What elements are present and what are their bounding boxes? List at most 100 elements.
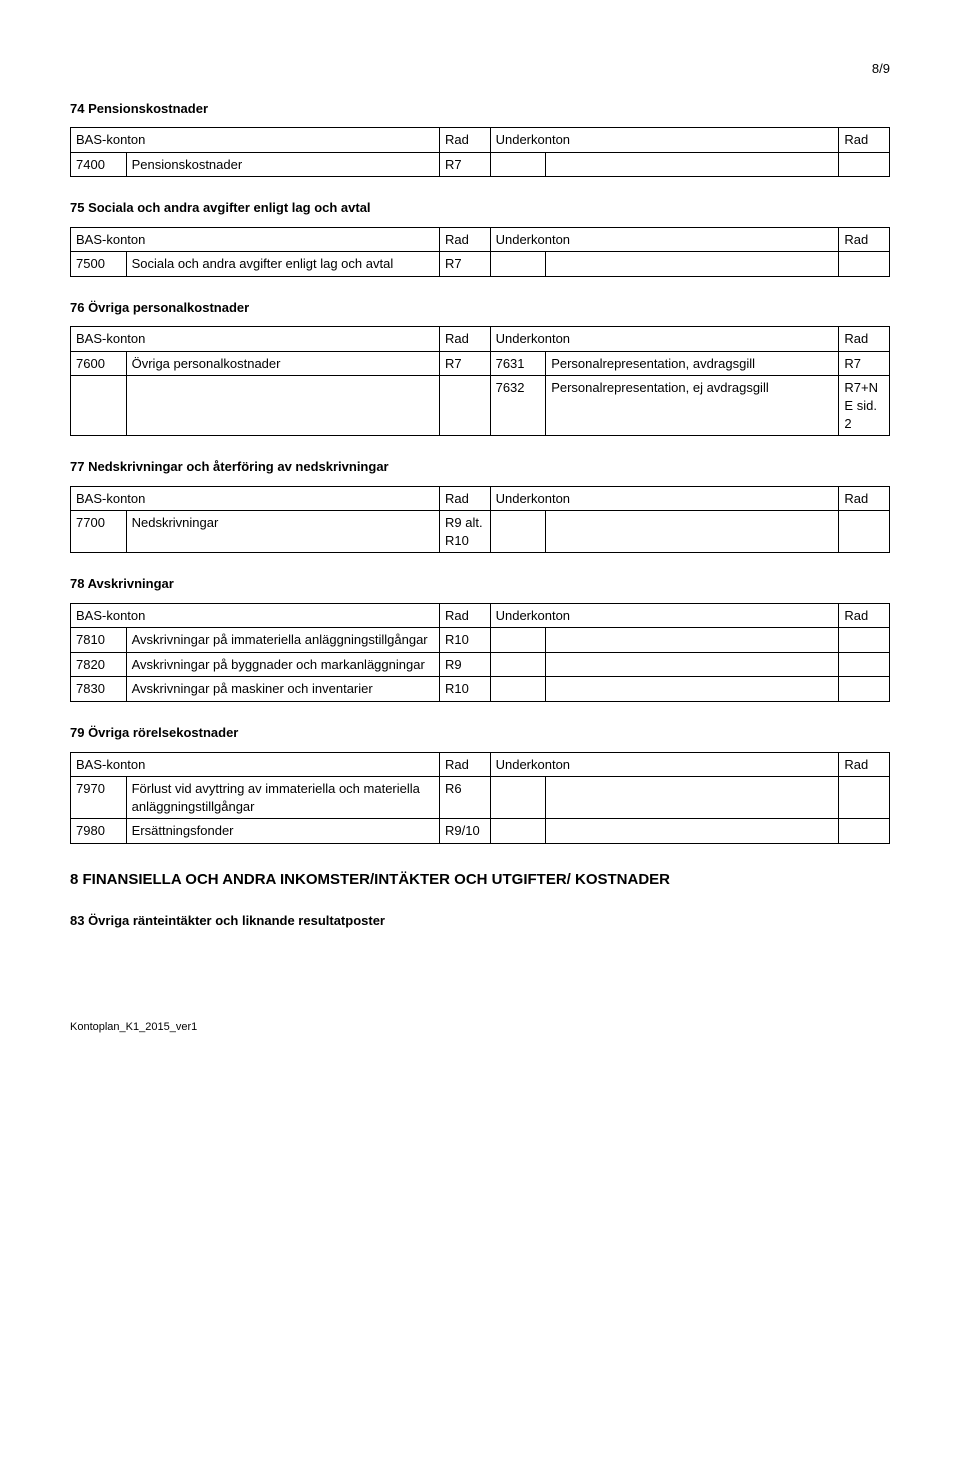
- sub-rad: [839, 511, 890, 553]
- account-table: BAS-kontonRadUnderkontonRad7600Övriga pe…: [70, 326, 890, 436]
- col-rad: Rad: [440, 128, 491, 153]
- col-underkonton: Underkonton: [490, 227, 839, 252]
- table-row: 7830Avskrivningar på maskiner och invent…: [71, 677, 890, 702]
- col-bas-konton: BAS-konton: [71, 486, 440, 511]
- account-rad: R7: [440, 351, 491, 376]
- account-code: 7810: [71, 628, 127, 653]
- account-table: BAS-kontonRadUnderkontonRad7400Pensionsk…: [70, 127, 890, 177]
- sub-desc: [546, 777, 839, 819]
- sub-code: [490, 652, 546, 677]
- col-underkonton: Underkonton: [490, 128, 839, 153]
- sub-desc: [546, 819, 839, 844]
- account-code: 7970: [71, 777, 127, 819]
- account-desc: Pensionskostnader: [126, 152, 439, 177]
- col-rad2: Rad: [839, 752, 890, 777]
- sub-rad: R7: [839, 351, 890, 376]
- sub-rad: R7+NE sid. 2: [839, 376, 890, 436]
- sub-code: [490, 152, 546, 177]
- sub-rad: [839, 777, 890, 819]
- section-title: 83 Övriga ränteintäkter och liknande res…: [70, 912, 890, 930]
- account-rad: R9: [440, 652, 491, 677]
- account-rad: R9 alt. R10: [440, 511, 491, 553]
- table-row: 7820Avskrivningar på byggnader och marka…: [71, 652, 890, 677]
- account-rad: R6: [440, 777, 491, 819]
- sub-desc: [546, 511, 839, 553]
- account-desc: Övriga personalkostnader: [126, 351, 439, 376]
- col-rad2: Rad: [839, 327, 890, 352]
- sub-rad: [839, 819, 890, 844]
- account-desc: [126, 376, 439, 436]
- table-row: 7600Övriga personalkostnaderR77631Person…: [71, 351, 890, 376]
- account-desc: Förlust vid avyttring av immateriella oc…: [126, 777, 439, 819]
- account-table: BAS-kontonRadUnderkontonRad7810Avskrivni…: [70, 603, 890, 702]
- sub-desc: [546, 677, 839, 702]
- col-rad2: Rad: [839, 128, 890, 153]
- section-title: 74 Pensionskostnader: [70, 100, 890, 118]
- section-title: 75 Sociala och andra avgifter enligt lag…: [70, 199, 890, 217]
- col-rad: Rad: [440, 327, 491, 352]
- col-underkonton: Underkonton: [490, 752, 839, 777]
- sub-code: [490, 677, 546, 702]
- col-rad: Rad: [440, 603, 491, 628]
- major-heading: 8 FINANSIELLA OCH ANDRA INKOMSTER/INTÄKT…: [70, 870, 890, 890]
- account-code: 7500: [71, 252, 127, 277]
- section-title: 78 Avskrivningar: [70, 575, 890, 593]
- col-bas-konton: BAS-konton: [71, 128, 440, 153]
- account-code: [71, 376, 127, 436]
- table-row: 7700NedskrivningarR9 alt. R10: [71, 511, 890, 553]
- sub-code: [490, 628, 546, 653]
- account-code: 7700: [71, 511, 127, 553]
- account-desc: Avskrivningar på byggnader och markanläg…: [126, 652, 439, 677]
- col-underkonton: Underkonton: [490, 603, 839, 628]
- col-underkonton: Underkonton: [490, 486, 839, 511]
- sub-desc: [546, 152, 839, 177]
- col-rad2: Rad: [839, 486, 890, 511]
- col-rad: Rad: [440, 752, 491, 777]
- col-bas-konton: BAS-konton: [71, 752, 440, 777]
- col-bas-konton: BAS-konton: [71, 327, 440, 352]
- account-table: BAS-kontonRadUnderkontonRad7700Nedskrivn…: [70, 486, 890, 554]
- sub-rad: [839, 252, 890, 277]
- sub-code: 7632: [490, 376, 546, 436]
- account-code: 7980: [71, 819, 127, 844]
- account-code: 7820: [71, 652, 127, 677]
- col-rad: Rad: [440, 227, 491, 252]
- account-rad: R7: [440, 252, 491, 277]
- col-rad2: Rad: [839, 227, 890, 252]
- table-row: 7980ErsättningsfonderR9/10: [71, 819, 890, 844]
- section-title: 76 Övriga personalkostnader: [70, 299, 890, 317]
- sub-code: [490, 777, 546, 819]
- account-rad: R7: [440, 152, 491, 177]
- col-rad: Rad: [440, 486, 491, 511]
- col-rad2: Rad: [839, 603, 890, 628]
- sub-desc: [546, 252, 839, 277]
- sub-desc: [546, 628, 839, 653]
- account-table: BAS-kontonRadUnderkontonRad7500Sociala o…: [70, 227, 890, 277]
- footer-text: Kontoplan_K1_2015_ver1: [70, 1020, 890, 1035]
- sub-code: 7631: [490, 351, 546, 376]
- sub-desc: Personalrepresentation, ej avdragsgill: [546, 376, 839, 436]
- section-title: 77 Nedskrivningar och återföring av neds…: [70, 458, 890, 476]
- account-code: 7400: [71, 152, 127, 177]
- page-number: 8/9: [70, 60, 890, 78]
- sub-rad: [839, 628, 890, 653]
- table-row: 7400PensionskostnaderR7: [71, 152, 890, 177]
- account-code: 7600: [71, 351, 127, 376]
- sub-desc: [546, 652, 839, 677]
- account-desc: Avskrivningar på immateriella anläggning…: [126, 628, 439, 653]
- table-row: 7500Sociala och andra avgifter enligt la…: [71, 252, 890, 277]
- col-bas-konton: BAS-konton: [71, 227, 440, 252]
- table-row: 7632Personalrepresentation, ej avdragsgi…: [71, 376, 890, 436]
- account-table: BAS-kontonRadUnderkontonRad7970Förlust v…: [70, 752, 890, 844]
- col-underkonton: Underkonton: [490, 327, 839, 352]
- sub-code: [490, 819, 546, 844]
- account-rad: R10: [440, 628, 491, 653]
- account-desc: Sociala och andra avgifter enligt lag oc…: [126, 252, 439, 277]
- account-desc: Avskrivningar på maskiner och inventarie…: [126, 677, 439, 702]
- sub-rad: [839, 152, 890, 177]
- account-rad: R10: [440, 677, 491, 702]
- account-desc: Nedskrivningar: [126, 511, 439, 553]
- account-code: 7830: [71, 677, 127, 702]
- sub-rad: [839, 677, 890, 702]
- account-desc: Ersättningsfonder: [126, 819, 439, 844]
